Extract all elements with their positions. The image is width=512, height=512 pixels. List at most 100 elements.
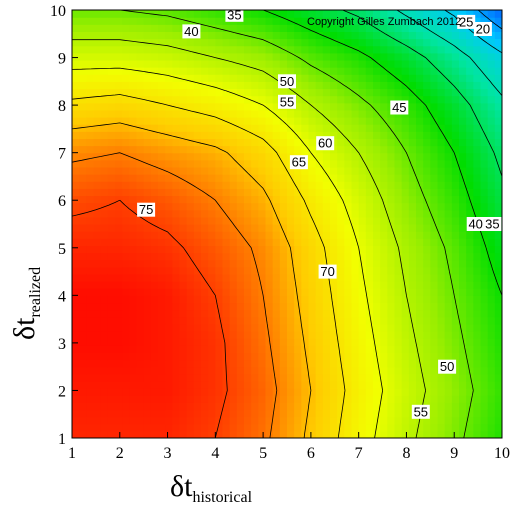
heatmap-cell	[416, 423, 424, 432]
heatmap-cell	[394, 152, 403, 161]
heatmap-cell	[172, 352, 181, 361]
heatmap-cell	[287, 131, 295, 139]
heatmap-cell	[315, 24, 324, 32]
heatmap-cell	[466, 273, 474, 282]
heatmap-cell	[330, 52, 338, 61]
heatmap-cell	[179, 252, 188, 261]
heatmap-cell	[222, 31, 231, 40]
heatmap-cell	[430, 67, 439, 75]
heatmap-cell	[143, 416, 152, 425]
heatmap-cell	[258, 430, 267, 438]
heatmap-cell	[143, 345, 152, 353]
heatmap-cell	[172, 17, 181, 25]
heatmap-cell	[229, 45, 238, 54]
heatmap-cell	[380, 430, 388, 438]
heatmap-cell	[451, 238, 460, 246]
heatmap-cell	[208, 45, 216, 54]
heatmap-cell	[401, 281, 410, 289]
heatmap-cell	[222, 259, 231, 268]
heatmap-cell	[351, 38, 360, 47]
heatmap-cell	[72, 17, 80, 25]
heatmap-cell	[244, 117, 252, 125]
heatmap-cell	[423, 423, 431, 432]
heatmap-cell	[229, 416, 238, 425]
heatmap-cell	[143, 24, 152, 32]
heatmap-cell	[401, 124, 410, 132]
heatmap-cell	[272, 331, 281, 339]
heatmap-cell	[444, 159, 453, 168]
heatmap-cell	[100, 309, 109, 318]
heatmap-cell	[401, 238, 410, 246]
heatmap-cell	[408, 209, 417, 218]
heatmap-cell	[229, 402, 238, 411]
heatmap-cell	[251, 188, 259, 197]
heatmap-cell	[222, 152, 231, 161]
heatmap-cell	[315, 216, 324, 225]
heatmap-cell	[466, 323, 474, 332]
heatmap-cell	[287, 259, 295, 268]
heatmap-cell	[408, 423, 417, 432]
heatmap-cell	[365, 17, 374, 25]
heatmap-cell	[373, 81, 381, 90]
heatmap-cell	[186, 380, 195, 389]
heatmap-cell	[193, 224, 202, 232]
heatmap-cell	[165, 45, 173, 54]
heatmap-cell	[86, 366, 95, 375]
heatmap-cell	[408, 95, 417, 104]
heatmap-cell	[380, 216, 388, 225]
heatmap-cell	[444, 202, 453, 211]
heatmap-cell	[451, 181, 460, 189]
heatmap-cell	[494, 67, 502, 75]
heatmap-cell	[401, 52, 410, 61]
heatmap-cell	[466, 331, 474, 339]
heatmap-cell	[122, 331, 130, 339]
contour-label-background	[278, 74, 296, 89]
heatmap-cell	[208, 252, 216, 261]
heatmap-cell	[143, 273, 152, 282]
heatmap-cell	[93, 67, 102, 75]
heatmap-cell	[430, 131, 439, 139]
heatmap-cell	[365, 138, 374, 147]
heatmap-cell	[337, 231, 345, 239]
heatmap-cell	[79, 95, 87, 104]
heatmap-cell	[365, 252, 374, 261]
heatmap-cell	[86, 52, 95, 61]
heatmap-cell	[473, 395, 482, 403]
heatmap-cell	[79, 316, 87, 325]
heatmap-cell	[172, 31, 181, 40]
heatmap-cell	[186, 138, 195, 147]
heatmap-cell	[287, 124, 295, 132]
heatmap-cell	[473, 152, 482, 161]
heatmap-cell	[473, 166, 482, 175]
heatmap-cell	[272, 238, 281, 246]
heatmap-cell	[208, 288, 216, 296]
heatmap-cell	[287, 430, 295, 438]
heatmap-cell	[301, 188, 310, 197]
heatmap-cell	[193, 109, 202, 118]
heatmap-cell	[430, 138, 439, 147]
heatmap-cell	[272, 202, 281, 211]
heatmap-cell	[150, 59, 159, 68]
heatmap-cell	[208, 395, 216, 403]
heatmap-cell	[201, 380, 209, 389]
heatmap-cell	[315, 17, 324, 25]
heatmap-cell	[158, 67, 166, 75]
heatmap-cell	[322, 224, 331, 232]
heatmap-cell	[459, 302, 467, 311]
heatmap-cell	[351, 31, 360, 40]
heatmap-cell	[79, 31, 87, 40]
heatmap-cell	[100, 45, 109, 54]
heatmap-cell	[294, 216, 302, 225]
heatmap-cell	[279, 288, 288, 296]
heatmap-cell	[251, 309, 259, 318]
heatmap-cell	[444, 166, 453, 175]
heatmap-cell	[294, 17, 302, 25]
heatmap-cell	[165, 395, 173, 403]
heatmap-cell	[279, 202, 288, 211]
heatmap-cell	[251, 10, 259, 18]
heatmap-cell	[451, 88, 460, 97]
heatmap-cell	[401, 302, 410, 311]
heatmap-cell	[365, 302, 374, 311]
heatmap-cell	[344, 266, 353, 275]
heatmap-cell	[72, 102, 80, 111]
